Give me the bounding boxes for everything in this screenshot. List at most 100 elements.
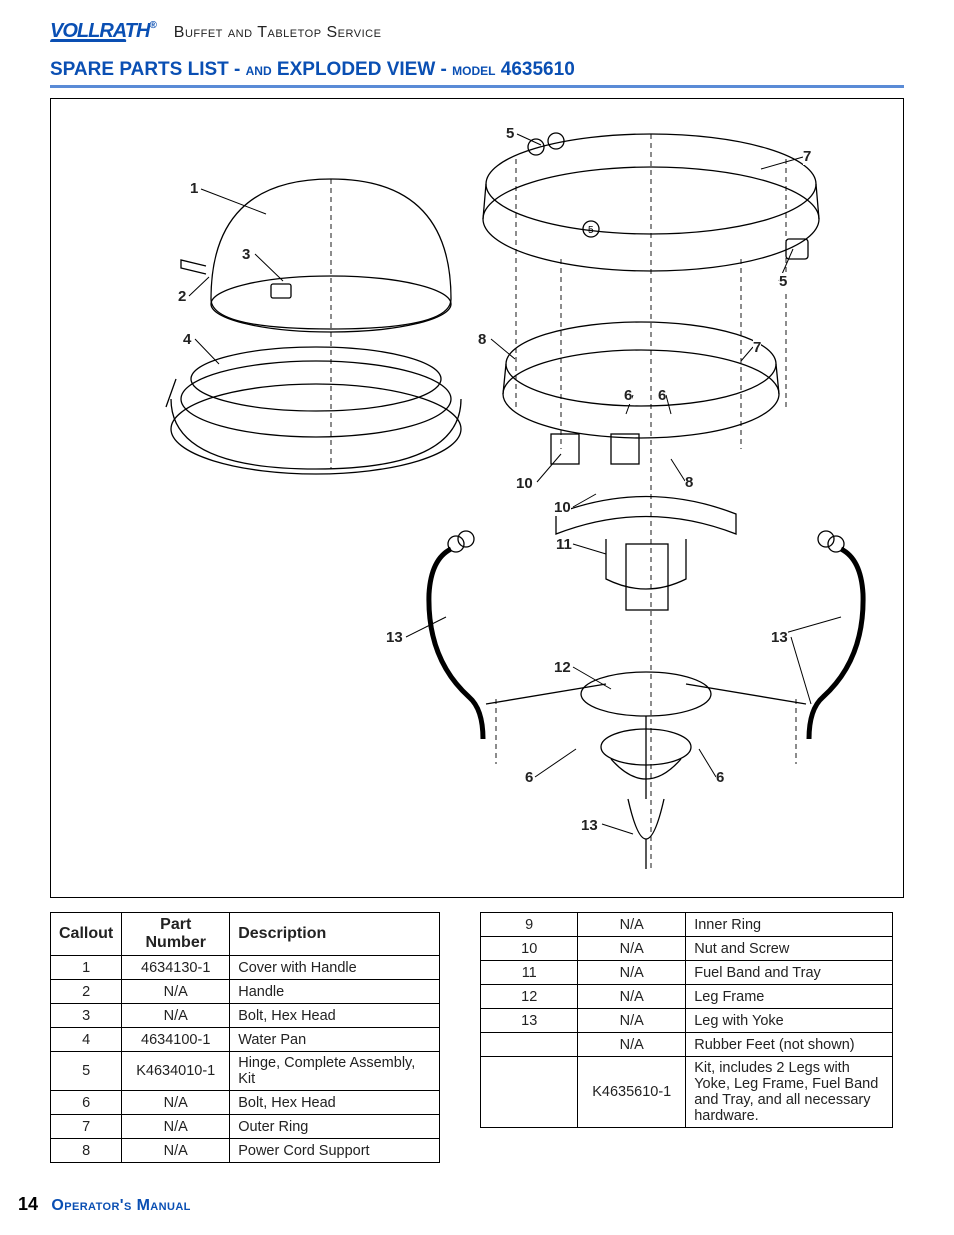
callout-6: 6 <box>525 769 533 786</box>
cell-part-number: N/A <box>578 1033 686 1057</box>
cell-description: Bolt, Hex Head <box>230 1091 440 1115</box>
cell-description: Power Cord Support <box>230 1139 440 1163</box>
cell-callout: 13 <box>481 1009 578 1033</box>
cell-description: Inner Ring <box>686 913 893 937</box>
cell-description: Handle <box>230 980 440 1004</box>
cell-description: Water Pan <box>230 1028 440 1052</box>
cell-description: Bolt, Hex Head <box>230 1004 440 1028</box>
cell-part-number: N/A <box>578 1009 686 1033</box>
callout-4: 4 <box>183 331 191 348</box>
page-footer: 14 Operator's Manual <box>18 1194 191 1215</box>
callout-2: 2 <box>178 288 186 305</box>
header-subtitle: Buffet and Tabletop Service <box>174 24 382 42</box>
cell-description: Leg Frame <box>686 985 893 1009</box>
callout-3: 3 <box>242 246 250 263</box>
table-row: 2N/AHandle <box>51 980 440 1004</box>
th-callout: Callout <box>51 913 122 956</box>
table-row: 13N/ALeg with Yoke <box>481 1009 893 1033</box>
callout-13: 13 <box>386 629 403 646</box>
callout-8: 8 <box>685 474 693 491</box>
callout-8: 8 <box>478 331 486 348</box>
table-row: 8N/APower Cord Support <box>51 1139 440 1163</box>
table-row: 5K4634010-1Hinge, Complete Assembly, Kit <box>51 1052 440 1091</box>
callout-12: 12 <box>554 659 571 676</box>
page-number: 14 <box>18 1194 38 1214</box>
parts-table-left: Callout Part Number Description 14634130… <box>50 912 440 1163</box>
cell-callout <box>481 1033 578 1057</box>
callout-6: 6 <box>716 769 724 786</box>
cell-callout: 3 <box>51 1004 122 1028</box>
table-row: 10N/ANut and Screw <box>481 937 893 961</box>
cell-description: Kit, includes 2 Legs with Yoke, Leg Fram… <box>686 1057 893 1128</box>
cell-part-number: N/A <box>122 1004 230 1028</box>
cell-part-number: K4635610-1 <box>578 1057 686 1128</box>
section-rule <box>50 85 904 88</box>
callout-6: 6 <box>658 387 666 404</box>
cell-description: Rubber Feet (not shown) <box>686 1033 893 1057</box>
brand-logo: VOLLRATH® <box>50 20 156 45</box>
table-row: N/ARubber Feet (not shown) <box>481 1033 893 1057</box>
cell-part-number: 4634130-1 <box>122 956 230 980</box>
cell-part-number: N/A <box>578 985 686 1009</box>
cell-callout: 1 <box>51 956 122 980</box>
table-row: 14634130-1Cover with Handle <box>51 956 440 980</box>
table-row: 7N/AOuter Ring <box>51 1115 440 1139</box>
cell-part-number: N/A <box>578 913 686 937</box>
cell-description: Hinge, Complete Assembly, Kit <box>230 1052 440 1091</box>
callout-13: 13 <box>581 817 598 834</box>
table-row: 6N/ABolt, Hex Head <box>51 1091 440 1115</box>
diagram-svg: 5 <box>51 99 903 897</box>
cell-description: Leg with Yoke <box>686 1009 893 1033</box>
cell-part-number: N/A <box>578 961 686 985</box>
cell-callout <box>481 1057 578 1128</box>
title-prefix: SPARE PARTS LIST - <box>50 59 246 80</box>
cell-callout: 10 <box>481 937 578 961</box>
title-and: and <box>246 60 272 79</box>
callout-5: 5 <box>779 273 787 290</box>
cell-callout: 4 <box>51 1028 122 1052</box>
cell-part-number: N/A <box>578 937 686 961</box>
table-row: 44634100-1Water Pan <box>51 1028 440 1052</box>
table-row: K4635610-1Kit, includes 2 Legs with Yoke… <box>481 1057 893 1128</box>
cell-callout: 6 <box>51 1091 122 1115</box>
th-description: Description <box>230 913 440 956</box>
cell-description: Nut and Screw <box>686 937 893 961</box>
cell-part-number: N/A <box>122 1091 230 1115</box>
callout-6: 6 <box>624 387 632 404</box>
cell-callout: 12 <box>481 985 578 1009</box>
cell-description: Outer Ring <box>230 1115 440 1139</box>
callout-13: 13 <box>771 629 788 646</box>
cell-callout: 11 <box>481 961 578 985</box>
table-row: 9N/AInner Ring <box>481 913 893 937</box>
footer-label: Operator's Manual <box>51 1197 190 1214</box>
parts-tables: Callout Part Number Description 14634130… <box>50 912 904 1163</box>
cell-part-number: N/A <box>122 1115 230 1139</box>
table-row: 3N/ABolt, Hex Head <box>51 1004 440 1028</box>
title-model-num: 4635610 <box>496 59 575 80</box>
cell-part-number: N/A <box>122 980 230 1004</box>
th-part-number: Part Number <box>122 913 230 956</box>
parts-table-right: 9N/AInner Ring10N/ANut and Screw11N/AFue… <box>480 912 893 1128</box>
callout-10: 10 <box>516 475 533 492</box>
cell-part-number: 4634100-1 <box>122 1028 230 1052</box>
exploded-view-diagram: 5 <box>50 98 904 898</box>
cell-part-number: N/A <box>122 1139 230 1163</box>
table-row: 12N/ALeg Frame <box>481 985 893 1009</box>
cell-callout: 2 <box>51 980 122 1004</box>
cell-callout: 9 <box>481 913 578 937</box>
callout-7: 7 <box>753 339 761 356</box>
cell-description: Fuel Band and Tray <box>686 961 893 985</box>
title-mid2: EXPLODED VIEW - <box>272 59 453 80</box>
cell-callout: 8 <box>51 1139 122 1163</box>
cell-description: Cover with Handle <box>230 956 440 980</box>
page-header: VOLLRATH® Buffet and Tabletop Service <box>50 20 904 45</box>
brand-swoosh-icon <box>49 39 126 45</box>
cell-callout: 7 <box>51 1115 122 1139</box>
callout-5: 5 <box>506 125 514 142</box>
svg-text:5: 5 <box>588 225 594 236</box>
callout-7: 7 <box>803 148 811 165</box>
callout-1: 1 <box>190 180 198 197</box>
section-title: SPARE PARTS LIST - and EXPLODED VIEW - m… <box>50 59 904 81</box>
title-model-word: model <box>452 60 495 79</box>
callout-11: 11 <box>556 536 572 553</box>
